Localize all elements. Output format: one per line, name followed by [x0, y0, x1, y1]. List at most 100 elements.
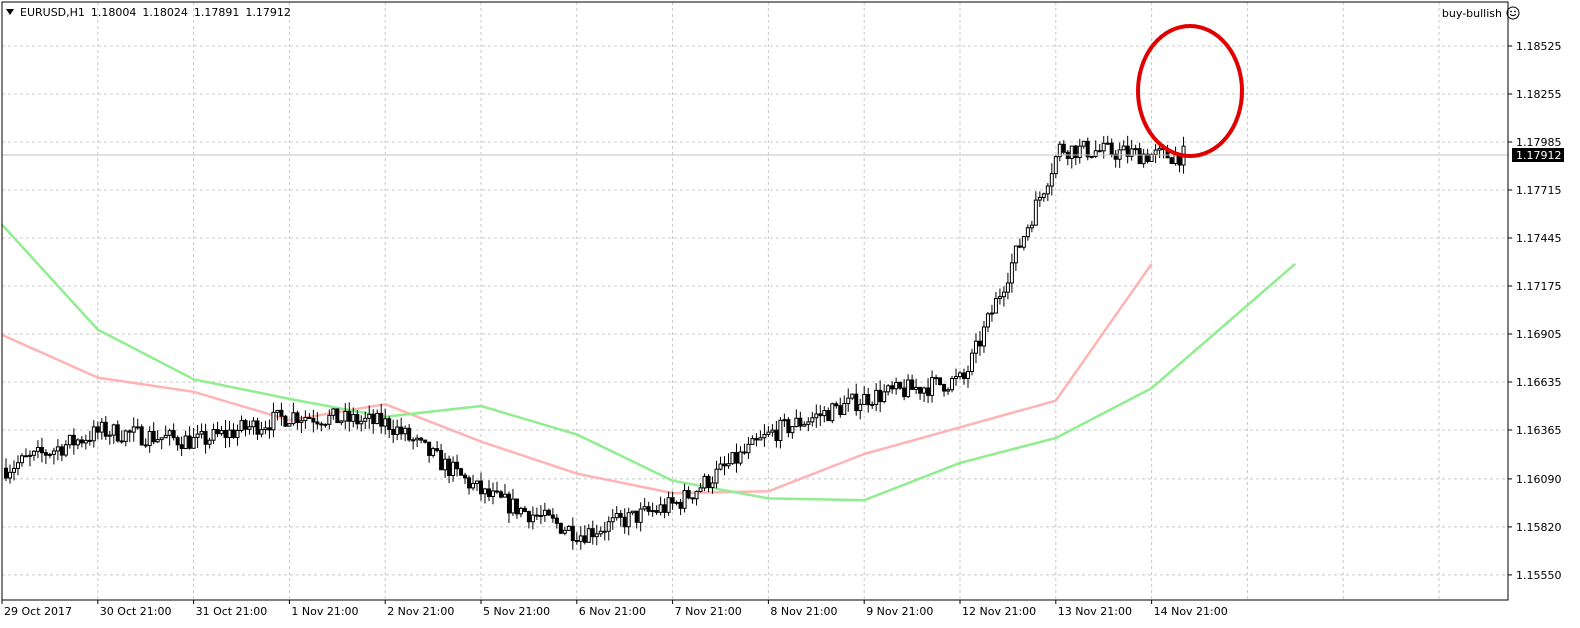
candle-body [602, 530, 607, 533]
current-price-label: 1.17912 [1516, 149, 1562, 162]
candle-body [730, 452, 735, 465]
candle-body [435, 448, 440, 452]
candle-body [766, 431, 771, 436]
candle-body [762, 434, 767, 439]
candle-body [690, 497, 695, 500]
candle-body [127, 430, 132, 433]
time-axis[interactable]: 29 Oct 2017 30 Oct 21:00 31 Oct 21:00 1 Nov… [1, 600, 1228, 618]
candle-body [738, 451, 743, 464]
candle-body [746, 443, 751, 454]
candle-body [83, 439, 88, 444]
candle-body [387, 418, 392, 431]
candle-body [71, 434, 76, 446]
candle-body [554, 517, 559, 524]
candle-body [662, 504, 667, 513]
candle-body [327, 414, 332, 425]
candle-body [1009, 262, 1014, 284]
candle-body [1013, 245, 1018, 264]
candle-body [179, 444, 184, 450]
candle-body [279, 409, 284, 417]
candle-body [411, 439, 416, 442]
candle-body [622, 516, 627, 528]
candle-body [898, 381, 903, 389]
candle-body [930, 377, 935, 396]
candle-body [187, 435, 192, 449]
price-axis[interactable]: 1.18525 1.18255 1.17985 1.17715 1.17445 1.171… [1508, 40, 1564, 582]
candle-body [163, 434, 168, 439]
candle-body [1101, 142, 1106, 152]
candle-body [255, 420, 260, 435]
dropdown-triangle-icon[interactable] [6, 9, 14, 15]
candle-body [183, 435, 188, 450]
candle-body [367, 413, 372, 419]
red-circle-annotation [1136, 24, 1244, 158]
candle-body [447, 458, 452, 476]
candle-body [630, 510, 635, 514]
candle-body [874, 389, 879, 405]
candle-body [439, 450, 444, 471]
candle-body [415, 437, 420, 441]
candle-body [79, 439, 84, 444]
candle-body [427, 441, 432, 456]
candle-body [287, 423, 292, 427]
candle-body [1057, 143, 1062, 158]
candle-body [319, 423, 324, 426]
time-label: 6 Nov 21:00 [579, 605, 646, 618]
candle-body [1069, 145, 1074, 159]
candle-body [770, 429, 775, 433]
candle-body [786, 419, 791, 434]
candle-body [475, 480, 480, 484]
candle-body [866, 394, 871, 406]
candle-body [311, 417, 316, 423]
candle-body [331, 408, 336, 416]
candle-body [15, 462, 20, 469]
candle-body [598, 530, 603, 535]
candle-body [938, 377, 943, 385]
candle-body [1121, 145, 1126, 151]
candle-body [1025, 227, 1030, 238]
candle-body [227, 429, 232, 438]
candle-body [167, 430, 172, 436]
candle-body [954, 376, 959, 380]
candle-body [886, 385, 891, 393]
candle-body [790, 426, 795, 434]
candle-body [878, 389, 883, 403]
candle-body [235, 429, 240, 438]
candle-body [219, 429, 224, 435]
candle-body [395, 426, 400, 435]
candle-body [267, 427, 272, 431]
candle-body [834, 403, 839, 407]
candle-body [291, 412, 296, 425]
candle-body [111, 424, 116, 436]
candle-body [594, 533, 599, 538]
candle-body [7, 471, 12, 479]
candle-body [670, 497, 675, 504]
candle-body [379, 412, 384, 427]
candle-body [1157, 147, 1162, 151]
candle-body [211, 429, 216, 441]
candle-body [115, 424, 120, 442]
candle-body [91, 426, 96, 442]
candle-body [67, 434, 72, 446]
candle-body [778, 419, 783, 442]
chart-header: EURUSD,H1 1.18004 1.18024 1.17891 1.1791… [6, 4, 291, 20]
candle-body [1053, 156, 1058, 175]
candle-body [315, 421, 320, 425]
candle-body [39, 447, 44, 454]
candle-body [403, 427, 408, 435]
candle-body [359, 420, 364, 425]
candle-body [846, 397, 851, 405]
candle-body [1073, 145, 1078, 158]
expert-name: buy-bullish [1441, 6, 1502, 20]
candle-body [271, 411, 276, 431]
candle-body [486, 488, 491, 498]
candle-body [443, 458, 448, 471]
expert-advisor-indicator[interactable]: buy-bullish [1442, 4, 1520, 22]
candle-body [1021, 236, 1026, 248]
candle-body [1045, 185, 1050, 195]
candle-body [343, 410, 348, 422]
candle-body [1113, 153, 1118, 160]
candle-body [1129, 148, 1134, 157]
candle-body [1081, 140, 1086, 147]
